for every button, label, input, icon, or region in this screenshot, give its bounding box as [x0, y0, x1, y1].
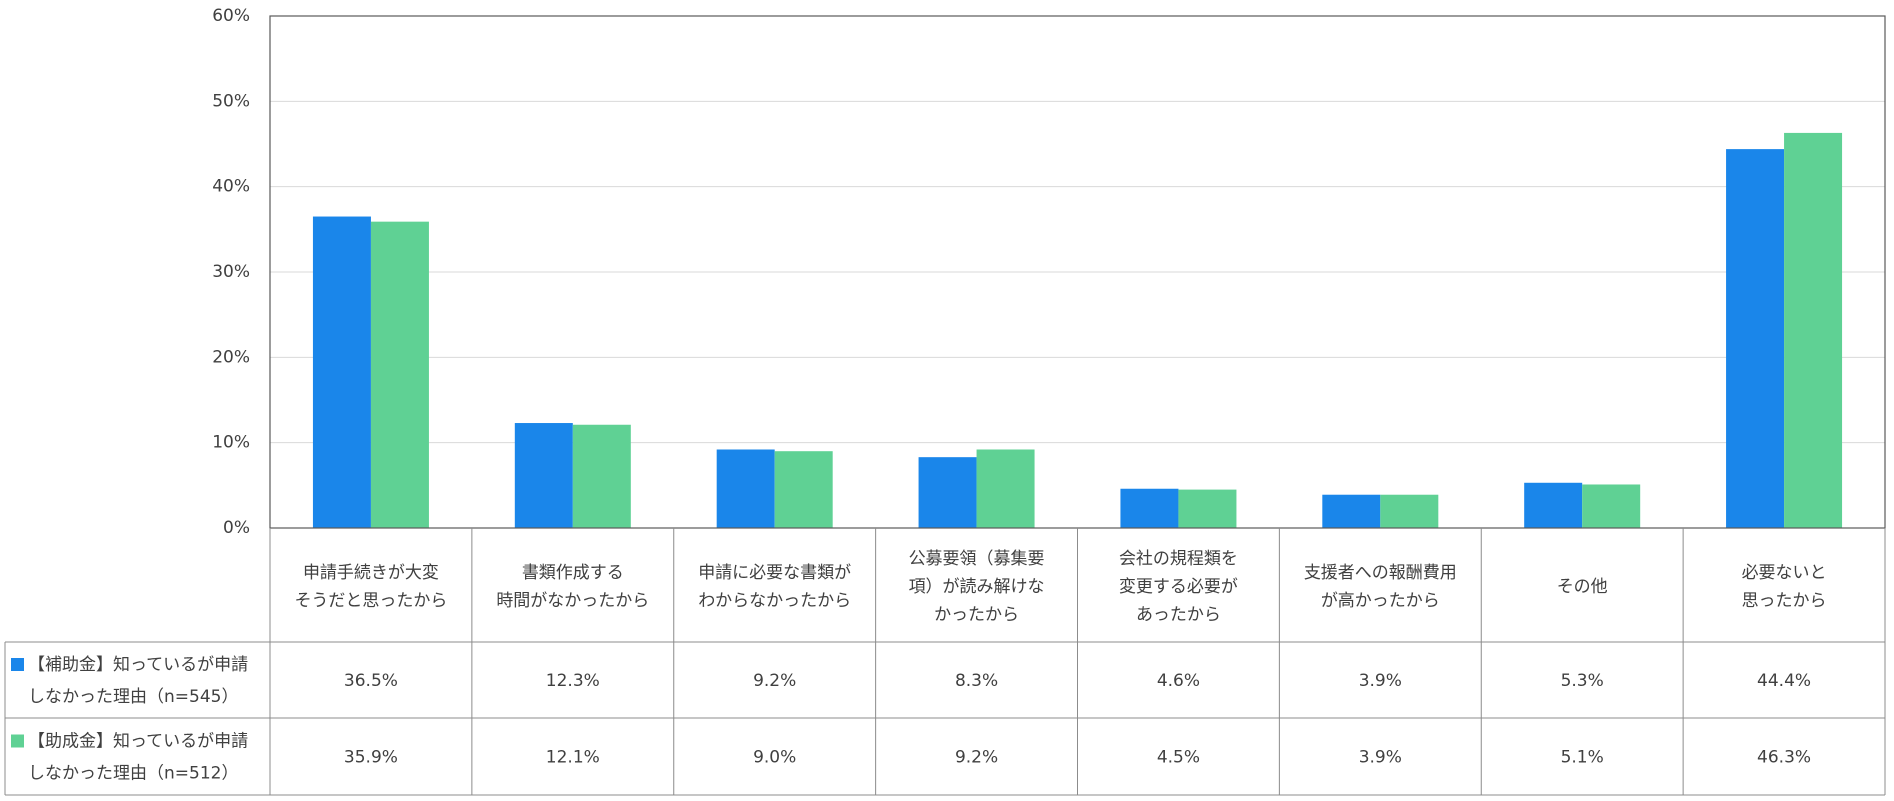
category-label: 公募要領（募集要 [909, 549, 1045, 569]
bar-grant [1784, 132, 1843, 528]
data-label: 12.3% [546, 671, 600, 691]
y-tick-label: 40% [212, 177, 250, 197]
bar-subsidy [312, 216, 371, 529]
bar-subsidy [918, 457, 977, 528]
y-tick-label: 0% [223, 518, 250, 538]
bar-grant [572, 424, 631, 528]
category-label: かったから [934, 605, 1019, 625]
bar-grant [370, 221, 429, 529]
category-label: 思ったから [1742, 591, 1827, 611]
data-label: 4.6% [1157, 671, 1200, 691]
data-label: 9.2% [955, 748, 998, 768]
legend-swatch-grant [11, 734, 24, 748]
category-label: 時間がなかったから [496, 591, 649, 611]
bar-subsidy [1120, 488, 1179, 528]
data-label: 8.3% [955, 671, 998, 691]
y-tick-label: 60% [212, 6, 250, 26]
bar-subsidy [1524, 482, 1583, 528]
data-label: 5.3% [1561, 671, 1604, 691]
y-tick-label: 30% [212, 262, 250, 282]
data-label: 3.9% [1359, 748, 1402, 768]
data-label: 36.5% [344, 671, 398, 691]
category-label: 申請手続きが大変 [303, 563, 439, 583]
bar-subsidy [716, 449, 775, 528]
data-label: 5.1% [1561, 748, 1604, 768]
category-label: 項）が読み解けな [909, 577, 1045, 597]
bar-grant [976, 449, 1035, 528]
bar-subsidy [514, 423, 573, 528]
data-label: 44.4% [1757, 671, 1811, 691]
legend-swatch-subsidy [11, 658, 24, 671]
data-label: 4.5% [1157, 748, 1200, 768]
category-label: 会社の規程類を [1119, 549, 1238, 569]
category-label: 申請に必要な書類が [698, 563, 851, 583]
bar-grant [1582, 484, 1641, 528]
y-tick-label: 10% [212, 433, 250, 453]
category-label: そうだと思ったから [294, 591, 447, 611]
data-label: 12.1% [546, 748, 600, 768]
category-label: が高かったから [1321, 591, 1440, 611]
bar-subsidy [1322, 494, 1381, 528]
legend-label: しなかった理由（n=545） [28, 687, 238, 707]
category-label: 必要ないと [1742, 563, 1827, 583]
category-label: あったから [1136, 605, 1221, 625]
legend-label: 【助成金】知っているが申請 [28, 732, 248, 752]
data-label: 46.3% [1757, 748, 1811, 768]
legend-label: しなかった理由（n=512） [28, 764, 238, 784]
data-label: 9.2% [753, 671, 796, 691]
y-tick-label: 20% [212, 347, 250, 367]
bar-grant [774, 451, 833, 528]
data-label: 9.0% [753, 748, 796, 768]
category-label: 支援者への報酬費用 [1304, 563, 1457, 583]
bar-grant [1178, 489, 1237, 528]
data-label: 3.9% [1359, 671, 1402, 691]
category-label: 書類作成する [522, 563, 624, 583]
y-tick-label: 50% [212, 91, 250, 111]
bar-subsidy [1726, 149, 1785, 528]
bar-grant [1380, 494, 1439, 528]
category-label: わからなかったから [698, 591, 851, 611]
legend-label: 【補助金】知っているが申請 [28, 655, 248, 675]
category-label: その他 [1557, 577, 1608, 597]
category-label: 変更する必要が [1119, 577, 1238, 597]
data-label: 35.9% [344, 748, 398, 768]
